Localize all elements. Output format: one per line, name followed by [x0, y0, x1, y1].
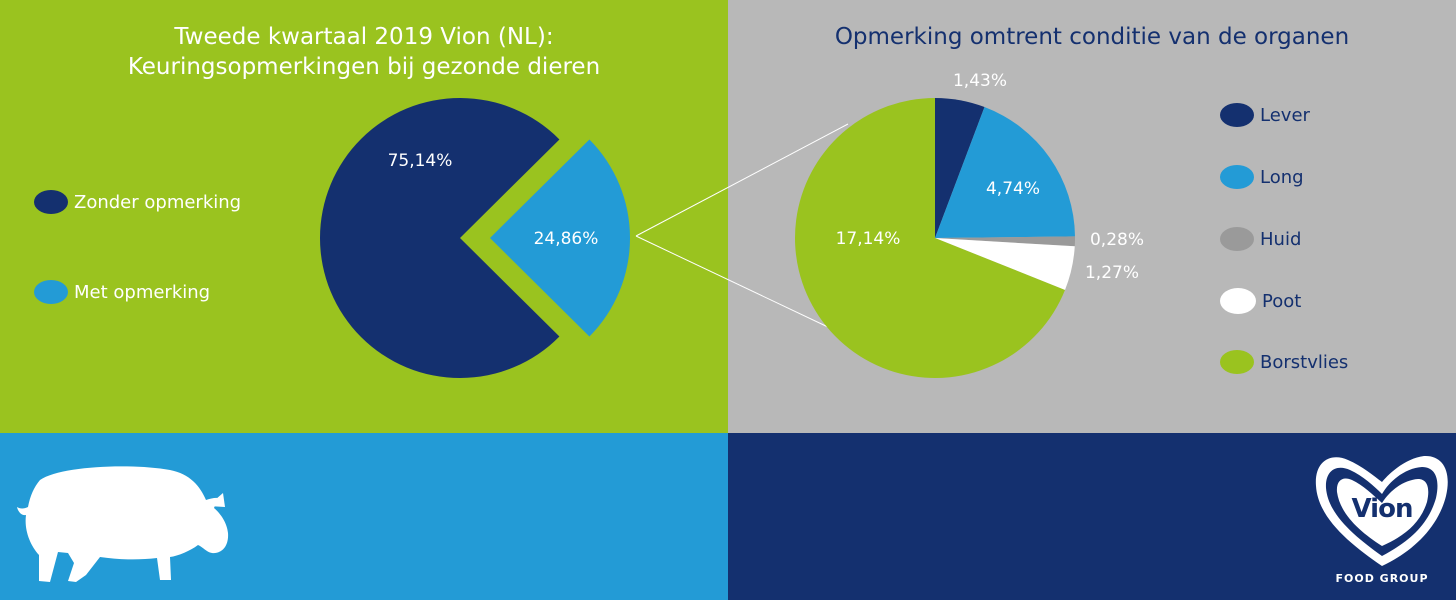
vion-heart-logo [1315, 455, 1448, 566]
pie-organs [795, 98, 1076, 379]
legend-swatch [1220, 103, 1254, 127]
legend-item-poot: Poot [1220, 288, 1301, 314]
pie-slice-long [935, 107, 1075, 239]
connector-line-top [635, 123, 849, 237]
legend-swatch [1220, 165, 1254, 189]
data-label-lever: 1,43% [953, 71, 1007, 91]
legend-item-huid: Huid [1220, 227, 1301, 251]
chart-title-main: Tweede kwartaal 2019 Vion (NL): Keurings… [0, 22, 728, 82]
data-label-long: 4,74% [986, 179, 1040, 199]
legend-swatch [1220, 227, 1254, 251]
chart-title-line-2: Keuringsopmerkingen bij gezonde dieren [127, 54, 601, 80]
legend-swatch [34, 280, 68, 304]
legend-label: Huid [1260, 228, 1302, 250]
legend-label: Lever [1260, 104, 1310, 126]
legend-label: Met opmerking [74, 281, 211, 303]
pie-slice-zonder-opmerking [320, 97, 560, 378]
pie-connector-lines [635, 123, 849, 329]
pie-main [320, 97, 630, 378]
legend-item-lever: Lever [1220, 103, 1310, 127]
legend-label: Long [1260, 166, 1304, 188]
data-label-huid: 0,28% [1090, 230, 1144, 250]
legend-label: Poot [1262, 290, 1302, 312]
logo-tagline: FOOD GROUP [1335, 572, 1429, 585]
legend-label: Borstvlies [1260, 351, 1349, 373]
pie-slice-met-opmerking [490, 139, 630, 337]
pie-slice-huid [935, 236, 1076, 247]
legend-item-met-opmerking: Met opmerking [34, 280, 210, 304]
pie-slice-poot [935, 238, 1075, 290]
pie-slice-borstvlies [795, 98, 1065, 379]
chart-title-organs: Opmerking omtrent conditie van de organe… [834, 24, 1350, 50]
legend-item-borstvlies: Borstvlies [1220, 350, 1348, 374]
data-label-poot: 1,27% [1085, 263, 1139, 283]
data-label-met-opmerking: 24,86% [534, 229, 599, 249]
chart-title-line-1: Tweede kwartaal 2019 Vion (NL): [174, 24, 554, 50]
legend-label: Zonder opmerking [74, 191, 242, 213]
pig-icon [17, 466, 229, 582]
logo-name: Vion [1351, 494, 1414, 524]
legend-item-long: Long [1220, 165, 1304, 189]
data-label-borstvlies: 17,14% [836, 229, 901, 249]
connector-line-bottom [635, 235, 831, 329]
legend-swatch [1220, 350, 1254, 374]
data-labels: 75,14% 24,86% 1,43% 4,74% 0,28% 1,27% 17,14% [388, 71, 1144, 283]
legend-item-zonder-opmerking: Zonder opmerking [34, 190, 241, 214]
legend-swatch [1220, 288, 1256, 314]
legend-swatch [34, 190, 68, 214]
data-label-zonder-opmerking: 75,14% [388, 151, 453, 171]
pie-slice-lever [935, 98, 985, 238]
